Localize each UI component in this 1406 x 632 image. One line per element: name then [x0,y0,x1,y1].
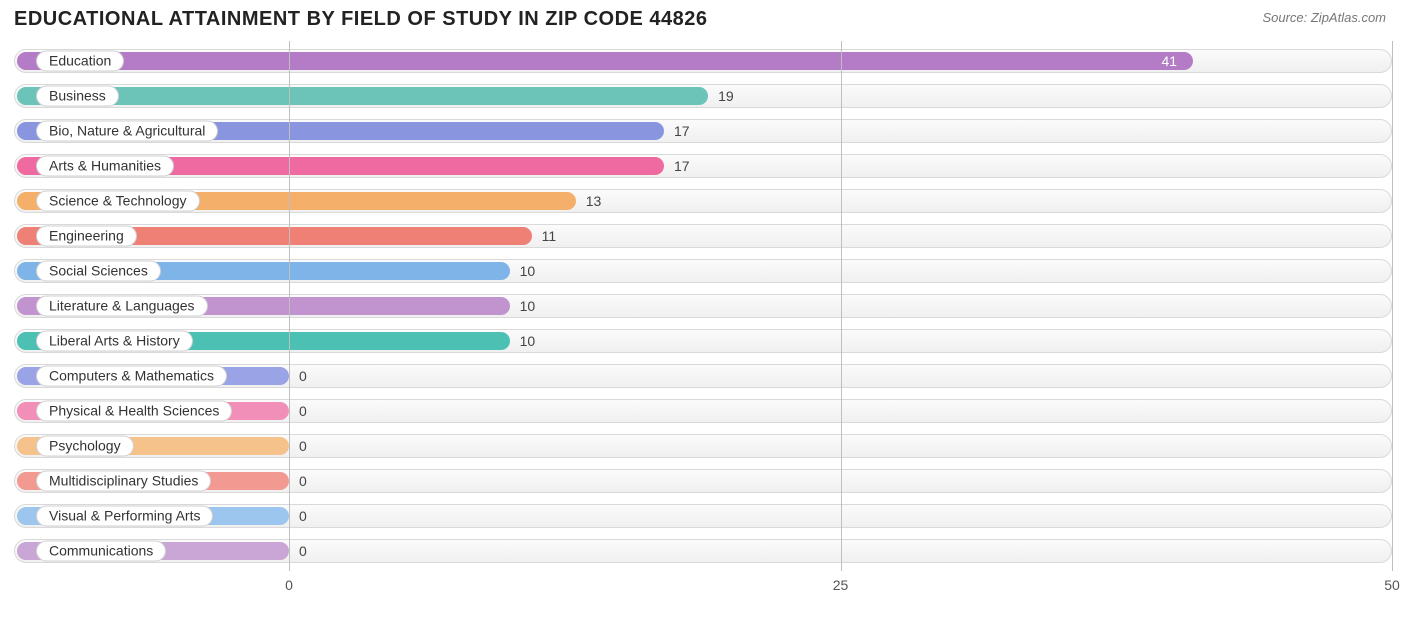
bar-row: Business 19 [14,82,1392,110]
category-label: Visual & Performing Arts [36,506,213,527]
gridline [841,41,842,571]
bar-fill [17,52,1193,70]
x-tick-label: 25 [833,577,849,593]
category-label: Engineering [36,225,137,246]
bar-row: Arts & Humanities 17 [14,152,1392,180]
category-label: Physical & Health Sciences [36,401,232,422]
value-label: 17 [674,123,690,139]
value-label: 13 [586,193,602,209]
category-label: Communications [36,541,166,562]
category-label: Social Sciences [36,260,161,281]
value-label: 41 [1161,53,1177,69]
category-label: Arts & Humanities [36,155,174,176]
value-label: 0 [299,473,307,489]
bar-row: Social Sciences 10 [14,257,1392,285]
x-tick-label: 50 [1384,577,1400,593]
value-label: 11 [542,228,557,244]
bar-row: Communications 0 [14,537,1392,565]
category-label: Education [36,50,124,71]
bar-row: Education 41 [14,47,1392,75]
category-label: Computers & Mathematics [36,366,227,387]
category-label: Literature & Languages [36,295,208,316]
value-label: 0 [299,368,307,384]
chart-header: EDUCATIONAL ATTAINMENT BY FIELD OF STUDY… [0,0,1406,35]
category-label: Psychology [36,436,134,457]
value-label: 0 [299,438,307,454]
category-label: Liberal Arts & History [36,331,193,352]
bar-row: Science & Technology 13 [14,187,1392,215]
category-label: Bio, Nature & Agricultural [36,120,218,141]
x-axis: 02550 [14,575,1392,597]
bar-row: Visual & Performing Arts 0 [14,502,1392,530]
value-label: 10 [520,263,536,279]
bar-row: Multidisciplinary Studies 0 [14,467,1392,495]
category-label: Business [36,85,119,106]
bar-row: Liberal Arts & History 10 [14,327,1392,355]
value-label: 0 [299,543,307,559]
bar-row: Computers & Mathematics 0 [14,362,1392,390]
chart-area: Education 41 Business 19 Bio, Nature & Agric… [14,41,1392,597]
gridline [1392,41,1393,571]
value-label: 0 [299,508,307,524]
x-tick-label: 0 [285,577,293,593]
chart-rows: Education 41 Business 19 Bio, Nature & Agric… [14,41,1392,571]
category-label: Science & Technology [36,190,200,211]
bar-row: Bio, Nature & Agricultural 17 [14,117,1392,145]
bar-row: Psychology 0 [14,432,1392,460]
chart-title: EDUCATIONAL ATTAINMENT BY FIELD OF STUDY… [14,8,708,31]
value-label: 10 [520,333,536,349]
bar-row: Literature & Languages 10 [14,292,1392,320]
bar-fill [17,87,708,105]
value-label: 19 [718,88,734,104]
chart-plot: Education 41 Business 19 Bio, Nature & Agric… [14,41,1392,571]
bar-row: Engineering 11 [14,222,1392,250]
category-label: Multidisciplinary Studies [36,471,211,492]
value-label: 0 [299,403,307,419]
gridline [289,41,290,571]
value-label: 10 [520,298,536,314]
value-label: 17 [674,158,690,174]
chart-source: Source: ZipAtlas.com [1262,10,1386,25]
bar-row: Physical & Health Sciences 0 [14,397,1392,425]
